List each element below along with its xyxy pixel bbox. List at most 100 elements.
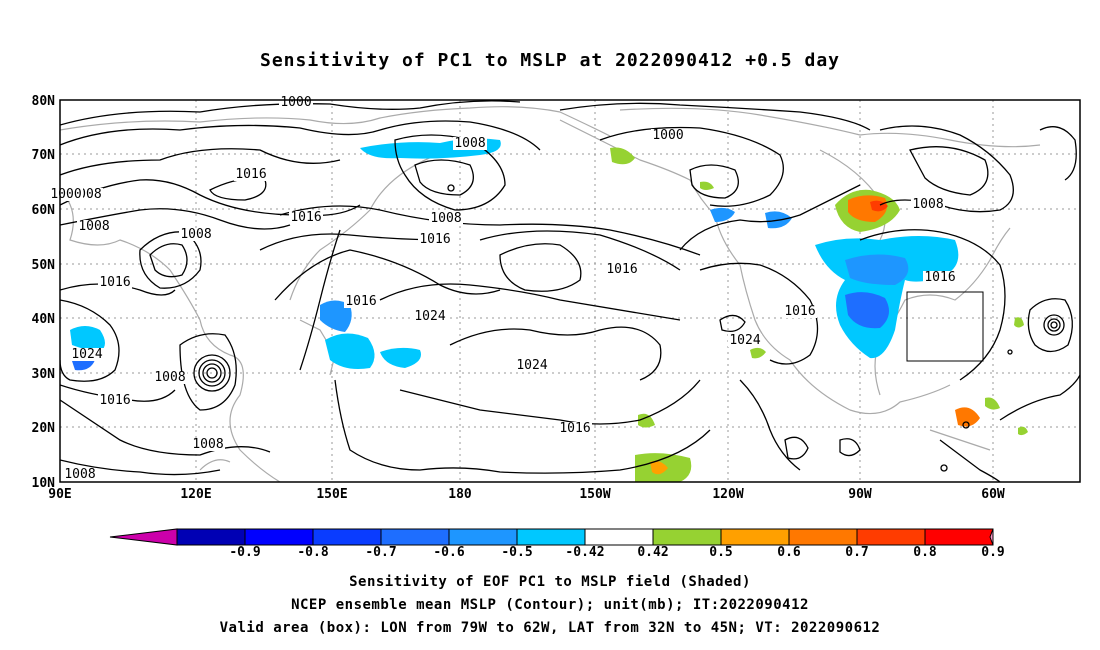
lat-tick-label: 50N — [32, 258, 56, 273]
contour-label-bg — [63, 468, 97, 481]
map-title: Sensitivity of PC1 to MSLP at 2022090412… — [259, 50, 840, 71]
colorbar-segment — [516, 528, 586, 546]
contour-label: 1016 — [99, 393, 130, 408]
contour-labels: 1000 1008 1000 1016 1016 1008 1008 1016 1016 1008… — [49, 95, 957, 482]
caption-contour: NCEP ensemble mean MSLP (Contour); unit(… — [291, 597, 809, 613]
colorbar-tick-label: -0.8 — [297, 545, 328, 560]
contour-label-bg — [98, 394, 132, 407]
positive-sensitivity-shading — [610, 147, 1028, 482]
contour-label-bg — [289, 211, 323, 224]
lat-tick-label: 70N — [32, 148, 56, 163]
contour-label-bg — [728, 334, 762, 347]
colorbar-segment — [924, 528, 994, 546]
contour-label: 1016 — [345, 294, 376, 309]
contour-label-bg — [234, 168, 268, 181]
lon-tick-label: 150W — [579, 487, 610, 502]
valid-area-box — [906, 291, 984, 362]
colorbar-tick-label: 0.6 — [777, 545, 801, 560]
contour-label-bg — [558, 422, 592, 435]
contour-label-bg — [429, 212, 463, 225]
lon-tick-label: 120W — [712, 487, 743, 502]
contour-label-bg — [70, 348, 104, 361]
contour-label: 1016 — [784, 304, 815, 319]
lat-tick-label: 40N — [32, 312, 56, 327]
colorbar-tick-label: 0.42 — [637, 545, 668, 560]
negative-sensitivity-shading — [70, 138, 959, 371]
contour-label-bg — [98, 276, 132, 289]
contour-label-bg — [413, 310, 447, 323]
colorbar-tick-label: 0.5 — [709, 545, 732, 560]
contour-label: 1000 — [50, 187, 81, 202]
colorbar-tick-label: -0.7 — [365, 545, 396, 560]
colorbar-segment — [788, 528, 858, 546]
contour-label-bg — [783, 305, 817, 318]
contour-label: 1008 — [454, 136, 485, 151]
colorbar-segment — [312, 528, 382, 546]
lat-tick-label: 30N — [32, 367, 56, 382]
colorbar-segment — [856, 528, 926, 546]
contour-label: 1024 — [516, 358, 547, 373]
colorbar-tick-label: -0.42 — [565, 545, 604, 560]
contour-label: 1024 — [729, 333, 760, 348]
contour-label: 1016 — [559, 421, 590, 436]
contour-label-bg — [191, 438, 225, 451]
caption-shaded: Sensitivity of EOF PC1 to MSLP field (Sh… — [349, 574, 751, 590]
contour-label-bg — [418, 233, 452, 246]
contour-label: 1016 — [235, 167, 266, 182]
colorbar-min-arrow — [109, 528, 178, 546]
colorbar-segment — [244, 528, 314, 546]
contour-label: 1024 — [414, 309, 445, 324]
contour-label-bg — [651, 129, 685, 142]
contour-label-bg — [515, 359, 549, 372]
longitude-axis: 90E 120E 150E 180 150W 120W 90W 60W — [48, 487, 1005, 502]
colorbar: -0.9 -0.8 -0.7 -0.6 -0.5 -0.42 0.42 0.5 0.6 0.7 0.… — [109, 528, 1005, 560]
contour-label-bg — [923, 271, 957, 284]
lon-tick-label: 60W — [981, 487, 1005, 502]
contour-label: 1008 — [430, 211, 461, 226]
lon-tick-label: 90W — [848, 487, 872, 502]
lat-tick-label: 10N — [32, 476, 56, 491]
colorbar-segment — [448, 528, 518, 546]
colorbar-segment — [720, 528, 790, 546]
contour-label: 1008 — [912, 197, 943, 212]
contour-label: 1016 — [924, 270, 955, 285]
plot-frame — [59, 99, 1081, 483]
colorbar-tick-label: -0.6 — [433, 545, 464, 560]
contour-label: 1024 — [71, 347, 102, 362]
sensitivity-map: 1000 1008 1000 1016 1016 1008 1008 1016 1016 1008… — [32, 94, 1081, 560]
colorbar-segment — [584, 528, 654, 546]
colorbar-max-arrow — [989, 528, 994, 546]
contour-label-bg — [605, 263, 639, 276]
latitude-axis: 80N 70N 60N 50N 40N 30N 20N 10N — [32, 94, 56, 491]
contour-label: 1008 — [180, 227, 211, 242]
contour-label-bg — [153, 371, 187, 384]
contour-label: 1000 — [280, 95, 311, 110]
colorbar-segment — [380, 528, 450, 546]
contour-label-bg — [344, 295, 378, 308]
lon-tick-label: 120E — [180, 487, 211, 502]
lat-tick-label: 80N — [32, 94, 56, 109]
colorbar-tick-label: 0.9 — [981, 545, 1004, 560]
map-grid — [60, 100, 1080, 482]
contour-label: 1016 — [99, 275, 130, 290]
lon-tick-label: 150E — [316, 487, 347, 502]
colorbar-segment — [176, 528, 246, 546]
contour-label-bg — [77, 220, 111, 233]
colorbar-segment — [652, 528, 722, 546]
colorbar-tick-label: 0.7 — [845, 545, 868, 560]
contour-label: 1008 — [192, 437, 223, 452]
lat-tick-label: 20N — [32, 421, 56, 436]
contour-label: 1016 — [419, 232, 450, 247]
colorbar-tick-label: 0.8 — [913, 545, 937, 560]
contour-label: 1008 — [78, 219, 109, 234]
contour-label-bg — [453, 137, 487, 150]
lat-tick-label: 60N — [32, 203, 56, 218]
contour-label: 1008 — [154, 370, 185, 385]
contour-label: 1016 — [290, 210, 321, 225]
colorbar-tick-label: -0.5 — [501, 545, 532, 560]
contour-label-bg — [49, 188, 83, 201]
contour-label-bg — [911, 198, 945, 211]
contour-label: 1016 — [606, 262, 637, 277]
lon-tick-label: 180 — [448, 487, 472, 502]
colorbar-tick-label: -0.9 — [229, 545, 260, 560]
